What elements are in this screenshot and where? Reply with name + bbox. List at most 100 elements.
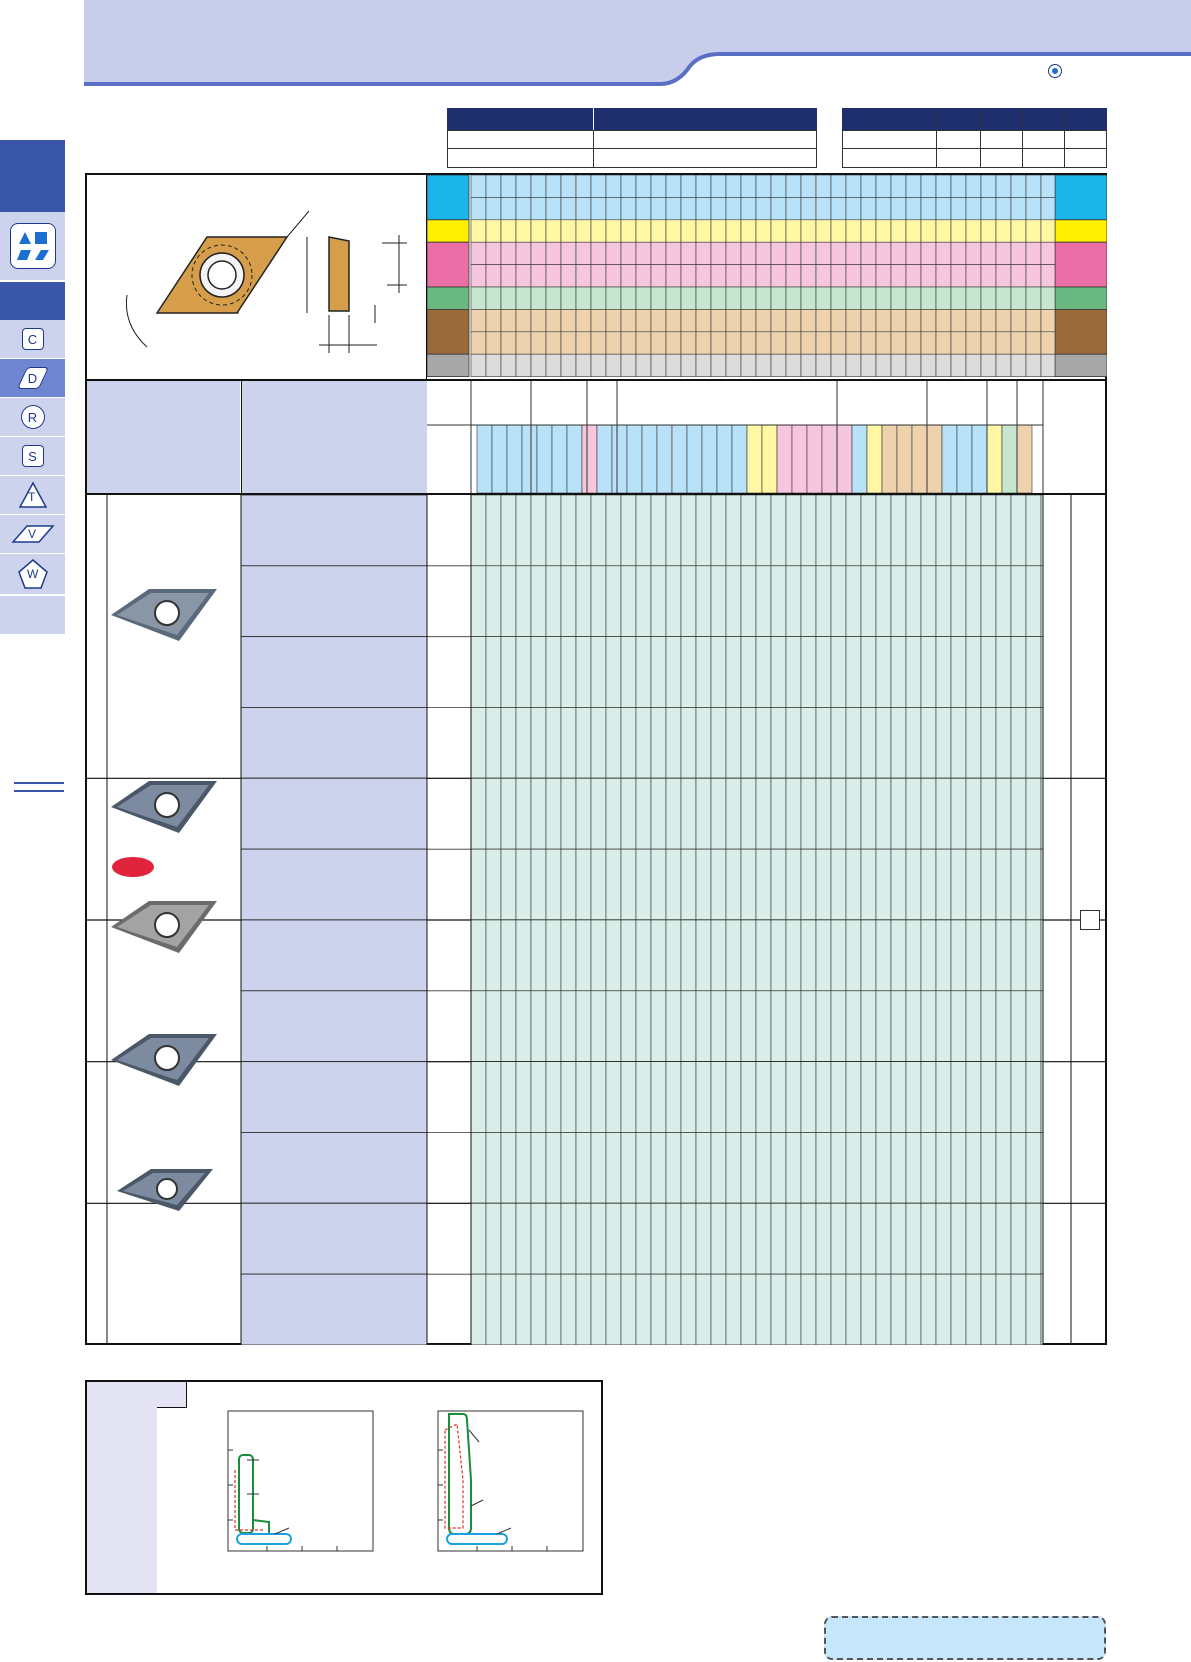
grade-cell xyxy=(710,636,727,708)
material-cell xyxy=(950,264,967,288)
grade-cell xyxy=(485,778,502,850)
grade-cell xyxy=(500,848,517,921)
material-cell xyxy=(995,309,1012,333)
material-cell xyxy=(485,197,502,221)
material-cell xyxy=(665,286,682,310)
grade-cell xyxy=(1010,919,1027,992)
material-cell xyxy=(800,309,817,333)
column-header-cell xyxy=(566,424,583,493)
material-cell xyxy=(1010,353,1027,377)
grade-cell xyxy=(470,990,487,1062)
grade-cell xyxy=(1025,778,1042,850)
grade-cell xyxy=(950,565,967,637)
grade-cell xyxy=(560,990,577,1062)
grade-cell xyxy=(1010,990,1027,1062)
material-cell xyxy=(1040,219,1056,243)
material-cell xyxy=(1040,175,1056,198)
grade-cell xyxy=(1010,636,1027,708)
grade-label-cell xyxy=(240,1132,428,1204)
grade-cell xyxy=(470,1203,487,1275)
grade-cell xyxy=(815,990,832,1062)
sidebar-item-r[interactable]: R xyxy=(0,398,65,436)
grade-cell xyxy=(920,778,937,850)
grade-cell xyxy=(635,1132,652,1204)
grade-cell xyxy=(875,919,892,992)
material-cell xyxy=(755,264,772,288)
material-label-stainless xyxy=(427,219,470,243)
column-header-cell xyxy=(641,424,658,493)
grade-cell xyxy=(740,919,757,992)
material-cell xyxy=(695,197,712,221)
material-cell xyxy=(545,264,562,288)
material-cell xyxy=(815,353,832,377)
grade-label-cell xyxy=(240,1202,428,1275)
material-cell xyxy=(905,197,922,221)
sidebar-item-d[interactable]: D xyxy=(0,359,65,397)
sidebar-item-w[interactable]: W xyxy=(0,554,65,594)
grade-cell xyxy=(860,1203,877,1275)
grade-cell xyxy=(530,990,547,1062)
grade-cell xyxy=(620,1061,637,1133)
sidebar-item-c[interactable]: C xyxy=(0,320,65,358)
sidebar-item-t[interactable]: T xyxy=(0,476,65,514)
grade-label-cell xyxy=(240,990,428,1063)
material-cell xyxy=(680,331,697,355)
material-cell xyxy=(830,331,847,355)
grade-cell xyxy=(800,990,817,1062)
sidebar: C D R S T V W xyxy=(0,140,65,635)
material-cell xyxy=(515,175,532,198)
grade-cell xyxy=(635,1203,652,1275)
arrow-right-circle-icon[interactable] xyxy=(1048,64,1062,78)
grade-cell xyxy=(980,848,997,921)
material-cell xyxy=(920,241,937,265)
material-cell xyxy=(1040,286,1056,310)
material-cell xyxy=(860,241,877,265)
grade-cell xyxy=(980,919,997,992)
grade-label-cell xyxy=(240,565,428,638)
grade-cell xyxy=(725,1203,742,1275)
sidebar-item-s[interactable]: S xyxy=(0,437,65,475)
grade-cell xyxy=(770,1061,787,1133)
grade-cell xyxy=(935,919,952,992)
grade-cell xyxy=(890,1132,907,1204)
material-cell xyxy=(530,309,547,333)
grade-cell xyxy=(470,1273,487,1345)
material-cell xyxy=(905,331,922,355)
grade-cell xyxy=(500,1203,517,1275)
grade-cell xyxy=(590,707,607,779)
grade-cell xyxy=(545,1132,562,1204)
grade-cell xyxy=(1010,848,1027,921)
grade-cell xyxy=(575,778,592,850)
grade-cell xyxy=(500,1061,517,1133)
sidebar-item-v[interactable]: V xyxy=(0,515,65,553)
grade-cell xyxy=(785,707,802,779)
grade-cell xyxy=(905,1203,922,1275)
material-cell xyxy=(620,331,637,355)
grade-cell xyxy=(575,919,592,992)
material-cell xyxy=(785,309,802,333)
material-cell xyxy=(500,286,517,310)
column-header-cell xyxy=(551,424,568,493)
grade-cell xyxy=(815,1273,832,1345)
column-header-cell xyxy=(581,424,598,493)
grade-cell xyxy=(755,990,772,1062)
grade-cell xyxy=(800,848,817,921)
material-cell xyxy=(650,309,667,333)
grade-cell xyxy=(830,1203,847,1275)
column-header-cell xyxy=(1016,424,1033,493)
material-cell xyxy=(620,264,637,288)
material-cell xyxy=(860,175,877,198)
material-cell xyxy=(755,331,772,355)
material-cell xyxy=(500,309,517,333)
material-cell xyxy=(620,197,637,221)
material-cell xyxy=(590,331,607,355)
grade-cell xyxy=(590,919,607,992)
material-cell xyxy=(980,331,997,355)
material-cell xyxy=(710,175,727,198)
material-cell xyxy=(710,241,727,265)
sidebar-shapes-tab[interactable] xyxy=(0,212,65,280)
material-cell xyxy=(740,241,757,265)
material-label-heat_resistant xyxy=(427,308,470,355)
material-cell xyxy=(935,353,952,377)
grade-cell xyxy=(620,1132,637,1204)
